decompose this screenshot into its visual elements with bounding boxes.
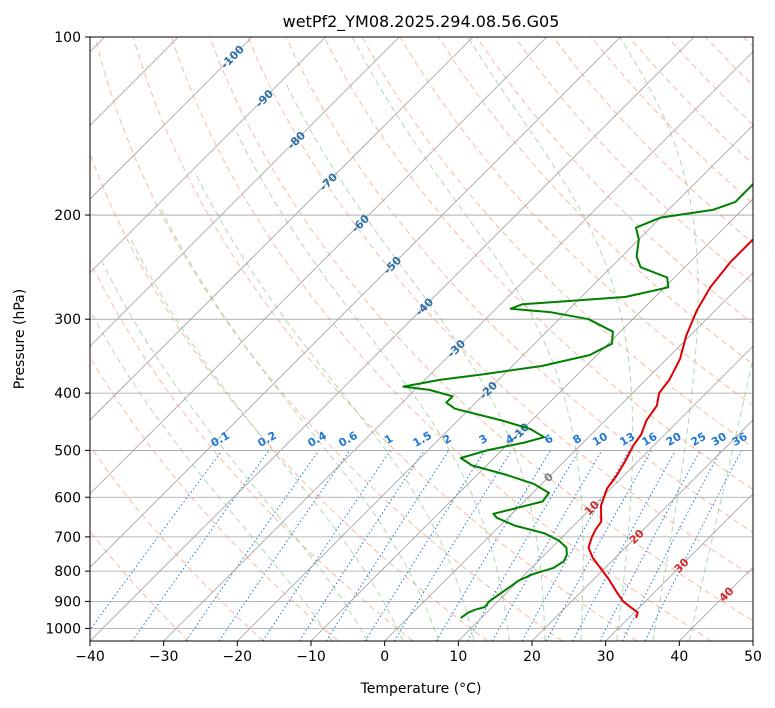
y-tick-label: 200 xyxy=(54,208,81,224)
mixing-ratio-line xyxy=(262,450,391,641)
x-tick-label: −40 xyxy=(75,649,105,665)
dewpoint-profile-line xyxy=(402,182,753,619)
x-tick-label: 0 xyxy=(380,649,389,665)
moist-adiabat-line xyxy=(619,37,699,641)
x-tick-label: 30 xyxy=(597,649,615,665)
dry-adiabat-line xyxy=(209,37,753,622)
isotherm-line xyxy=(163,51,753,641)
isotherm-line xyxy=(90,37,621,568)
dry-adiabat-line xyxy=(323,37,753,491)
moist-adiabat-line xyxy=(352,37,584,641)
y-tick-label: 300 xyxy=(54,312,81,328)
moist-adiabat-line xyxy=(688,355,753,641)
x-axis-label: Temperature (°C) xyxy=(360,681,482,697)
isotherm-line xyxy=(752,640,753,641)
dry-adiabat-line xyxy=(90,445,264,641)
isotherm-line xyxy=(90,37,253,200)
dry-adiabat-line xyxy=(476,37,753,325)
mixing-ratio-line xyxy=(185,450,320,641)
x-tick-label: 20 xyxy=(523,649,541,665)
isotherm-line xyxy=(90,37,326,274)
dry-adiabat-line xyxy=(514,37,753,284)
y-tick-label: 500 xyxy=(54,443,81,459)
y-tick-label: 900 xyxy=(54,594,81,610)
isotherm-line xyxy=(384,272,753,641)
mixing-ratio-line xyxy=(298,450,425,641)
isotherm-line xyxy=(90,37,474,421)
moist-adiabat-line xyxy=(130,239,404,641)
isotherm-line xyxy=(90,37,547,495)
mixing-ratio-line xyxy=(545,450,652,641)
moist-adiabat-line xyxy=(285,83,546,641)
x-tick-label: 10 xyxy=(449,649,467,665)
y-tick-label: 400 xyxy=(54,386,81,402)
plot-frame xyxy=(89,36,754,642)
grid-layer xyxy=(90,37,753,641)
x-tick-label: −30 xyxy=(149,649,179,665)
dry-adiabat-line xyxy=(285,37,753,534)
moist-adiabat-line xyxy=(160,208,439,641)
mixing-ratio-line xyxy=(218,450,351,641)
y-tick-label: 100 xyxy=(54,30,81,46)
isotherm-line xyxy=(90,37,695,641)
y-tick-label: 600 xyxy=(54,490,81,506)
dry-adiabat-line xyxy=(90,260,414,641)
mixing-ratio-line xyxy=(90,450,223,631)
isotherm-line xyxy=(605,493,753,641)
ticks-layer: −40 −30 −20 −10 0 10 20 30 40 50 1000 900 800 700 600 5… xyxy=(45,30,762,665)
y-tick-label: 700 xyxy=(54,530,81,546)
dry-adiabat-line xyxy=(247,37,753,577)
x-tick-label: −10 xyxy=(296,649,326,665)
isotherm-line xyxy=(237,124,753,641)
moist-adiabat-line xyxy=(195,173,475,641)
mixing-ratio-line xyxy=(621,450,722,641)
mixing-ratio-line xyxy=(325,450,450,641)
chart-title: wetPf2_YM08.2025.294.08.56.G05 xyxy=(283,12,560,32)
x-tick-label: 40 xyxy=(670,649,688,665)
temperature-profile-line xyxy=(587,238,753,619)
series-layer xyxy=(402,182,753,619)
dry-adiabat-line xyxy=(132,37,638,641)
mixing-ratio-line xyxy=(393,450,513,641)
mixing-ratio-line xyxy=(572,450,676,641)
dry-adiabat-line xyxy=(90,356,339,641)
x-tick-label: −20 xyxy=(223,649,253,665)
dry-adiabat-line xyxy=(170,37,712,641)
y-axis-label: Pressure (hPa) xyxy=(12,289,28,389)
dry-adiabat-line xyxy=(94,37,563,641)
plot-background xyxy=(90,37,753,641)
isotherm-line xyxy=(90,37,400,347)
x-tick-label: 50 xyxy=(744,649,762,665)
y-tick-label: 800 xyxy=(54,564,81,580)
mixing-ratio-line xyxy=(644,450,742,641)
isotherm-line xyxy=(531,419,753,641)
y-tick-label: 1000 xyxy=(45,621,81,637)
moist-adiabat-line xyxy=(90,309,333,641)
